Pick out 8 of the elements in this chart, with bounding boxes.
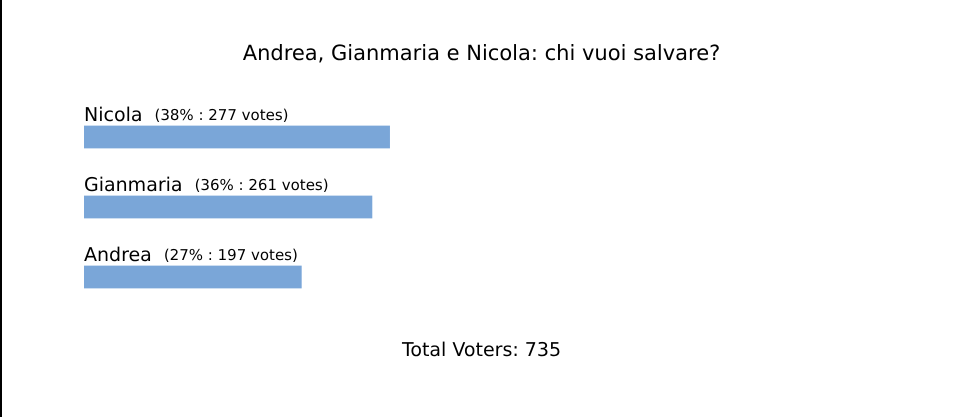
data-label: (38% : 277 votes) — [154, 106, 288, 124]
text: Andrea, Gianmaria e Nicola: chi vuoi salvare? — [242, 41, 722, 65]
data-label: (27% : 197 votes) — [164, 246, 298, 264]
text: Total Voters: 735 — [400, 339, 562, 361]
y-tick-label: Nicola — [84, 104, 142, 126]
y-tick-label: Andrea — [84, 244, 152, 266]
data-label: (36% : 261 votes) — [194, 176, 329, 194]
y-tick-label: Gianmaria — [84, 174, 183, 196]
